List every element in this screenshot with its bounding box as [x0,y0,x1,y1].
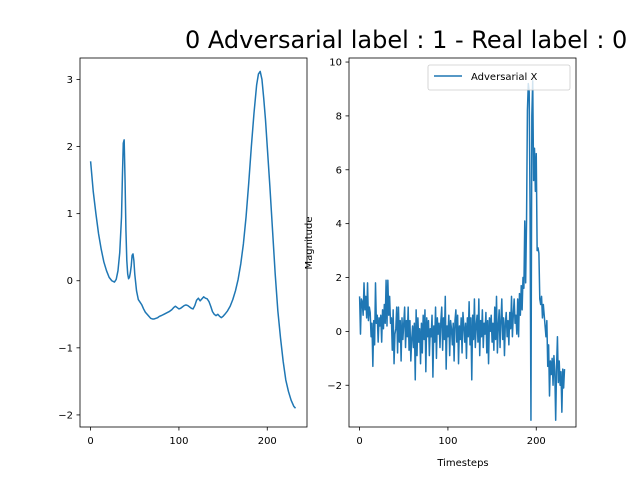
y-tick-label: 1 [67,209,73,220]
y-tick-label: 10 [329,58,342,69]
figure-title: 0 Adversarial label : 1 - Real label : 0 [185,26,627,54]
y-tick-label: −1 [58,343,73,354]
x-tick-label: 100 [169,436,188,447]
x-tick-label: 0 [356,436,362,447]
x-axis-label: Timesteps [436,458,488,469]
y-tick-label: 0 [336,327,342,338]
x-tick-label: 200 [258,436,277,447]
y-tick-label: 4 [336,219,342,230]
right-subplot: 0 100 200 −2 0 2 4 6 8 10 Timesteps Magnitude Ad… [304,57,577,469]
legend-box [427,64,571,91]
y-tick-label: 8 [336,111,342,122]
y-tick-label: 6 [336,165,342,176]
legend-entry-adversarial-x: Adversarial X [471,72,538,83]
left-subplot: 0 100 200 −2 −1 0 1 2 3 [58,57,308,447]
x-tick-label: 100 [438,436,457,447]
adversarial-x-line [358,80,566,422]
left-x-axis-ticks: 0 100 200 [87,427,277,447]
x-tick-label: 200 [527,436,546,447]
left-y-axis-ticks: −2 −1 0 1 2 3 [58,75,80,421]
right-plot-frame [348,57,577,428]
left-signal-line [89,70,297,409]
left-plot-frame [79,57,308,428]
legend: Adversarial X [427,64,571,91]
y-tick-label: −2 [327,381,342,392]
y-tick-label: 3 [67,75,73,86]
y-tick-label: −2 [58,410,73,421]
y-axis-label: Magnitude [304,217,315,270]
y-tick-label: 2 [336,273,342,284]
right-x-axis-ticks: 0 100 200 [356,427,546,447]
y-tick-label: 2 [67,142,73,153]
y-tick-label: 0 [67,276,73,287]
right-y-axis-ticks: −2 0 2 4 6 8 10 [327,58,349,392]
x-tick-label: 0 [87,436,93,447]
